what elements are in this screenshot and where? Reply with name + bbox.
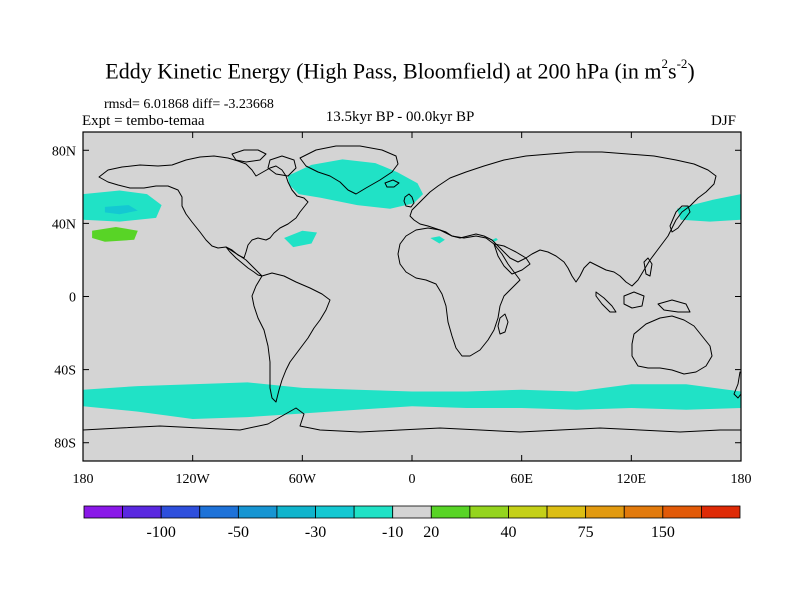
- colorbar-box: [83, 505, 123, 519]
- stats-label: rmsd= 6.01868 diff= -3.23668: [104, 97, 274, 112]
- colorbar-box: [701, 505, 741, 519]
- x-tick-label: 180: [731, 472, 752, 487]
- region-pacific-positive: [92, 227, 138, 242]
- colorbar-box: [315, 505, 355, 519]
- y-tick-label: 80N: [52, 144, 76, 159]
- region-west-atlantic-subtropics: [284, 230, 317, 248]
- colorbar-label: 150: [651, 524, 675, 541]
- region-north-pacific-west: [677, 194, 741, 222]
- colorbar-box: [508, 505, 548, 519]
- x-tick-label: 0: [409, 472, 416, 487]
- coast-baffin: [267, 155, 297, 177]
- coast-antarctica: [83, 407, 741, 433]
- season-label: DJF: [711, 113, 737, 129]
- coast-australia: [631, 315, 713, 375]
- colorbar-box: [623, 505, 664, 519]
- region-north-atlantic: [287, 159, 423, 209]
- coast-madagascar: [497, 313, 509, 335]
- colorbar-label: -10: [382, 524, 403, 541]
- coast-eurasia: [409, 151, 717, 287]
- colorbar: -100 -50 -30 -10 20 40 75 150: [83, 505, 741, 541]
- y-tick-label: 40S: [54, 364, 76, 379]
- region-pacific-deeper: [104, 205, 138, 215]
- chart-title: Eddy Kinetic Energy (High Pass, Bloomfie…: [105, 56, 695, 84]
- coast-britain: [403, 193, 415, 208]
- y-tick-label: 0: [69, 291, 76, 306]
- coast-north-america: [98, 155, 309, 259]
- colorbar-box: [353, 505, 394, 519]
- colorbar-box: [276, 505, 316, 519]
- coast-south-america: [251, 272, 331, 403]
- colorbar-box: [546, 505, 587, 519]
- x-tick-label: 60E: [510, 472, 533, 487]
- region-southern-ocean-belt: [83, 382, 741, 419]
- coast-japan: [669, 205, 691, 233]
- coast-greenland: [299, 145, 399, 195]
- colorbar-label: 20: [423, 524, 439, 541]
- coast-philippines: [643, 257, 653, 277]
- colorbar-box: [469, 505, 509, 519]
- colorbar-box: [662, 505, 702, 519]
- colorbar-box: [160, 505, 201, 519]
- period-label: 13.5kyr BP - 00.0kyr BP: [325, 109, 475, 125]
- colorbar-box: [199, 505, 239, 519]
- coast-arabia: [493, 243, 531, 275]
- coast-borneo: [623, 291, 645, 309]
- x-tick-label: 180: [73, 472, 94, 487]
- colorbar-box: [237, 505, 278, 519]
- coast-new-guinea: [657, 299, 691, 313]
- coast-sumatra: [595, 291, 617, 313]
- coast-central-america: [225, 246, 263, 277]
- colorbar-label: -100: [147, 524, 176, 541]
- coast-new-zealand: [733, 371, 741, 399]
- colorbar-label: -30: [305, 524, 326, 541]
- x-tick-label: 120W: [176, 472, 211, 487]
- colorbar-box: [585, 505, 625, 519]
- colorbar-box: [430, 505, 471, 519]
- coast-iceland: [384, 179, 400, 188]
- coast-arctic-islands: [231, 149, 267, 163]
- region-middle-east: [492, 238, 498, 242]
- y-tick-label: 40N: [52, 217, 76, 232]
- colorbar-box: [122, 505, 162, 519]
- x-tick-label: 60W: [289, 472, 317, 487]
- coastlines: [83, 145, 741, 433]
- experiment-label: Expt = tembo-temaa: [82, 113, 205, 129]
- region-mediterranean: [430, 236, 445, 244]
- colorbar-label: -50: [228, 524, 249, 541]
- coast-africa: [397, 227, 521, 357]
- colorbar-box: [392, 505, 432, 519]
- anomaly-regions: [83, 159, 741, 419]
- axes: 180 120W 60W 0 60E 120E 180 80N 40N 0 40S 80S: [52, 132, 752, 487]
- colorbar-label: 75: [578, 524, 594, 541]
- colorbar-label: 40: [500, 524, 516, 541]
- x-tick-label: 120E: [617, 472, 647, 487]
- y-tick-label: 80S: [54, 437, 76, 452]
